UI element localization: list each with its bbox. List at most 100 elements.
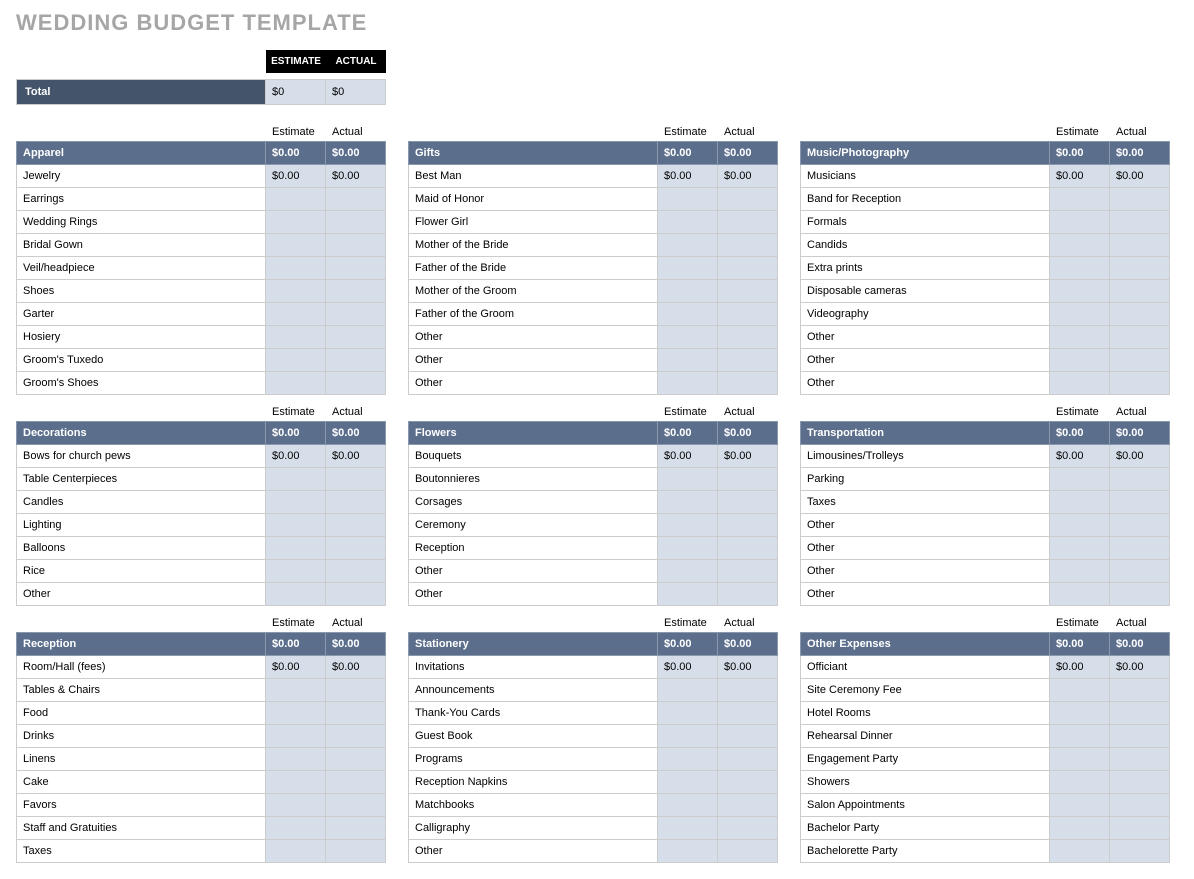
item-actual[interactable] [326,468,386,491]
item-actual[interactable] [718,840,778,863]
item-estimate[interactable] [1050,468,1110,491]
category-actual[interactable]: $0.00 [1110,141,1170,165]
item-estimate[interactable] [1050,234,1110,257]
item-estimate[interactable] [1050,491,1110,514]
item-estimate[interactable] [1050,303,1110,326]
item-estimate[interactable] [658,725,718,748]
item-estimate[interactable] [658,188,718,211]
item-actual[interactable]: $0.00 [718,656,778,679]
item-estimate[interactable] [658,280,718,303]
item-actual[interactable] [326,491,386,514]
item-actual[interactable] [326,537,386,560]
item-actual[interactable] [1110,679,1170,702]
item-actual[interactable] [326,303,386,326]
item-actual[interactable] [718,679,778,702]
item-estimate[interactable] [658,326,718,349]
item-actual[interactable] [718,280,778,303]
item-actual[interactable]: $0.00 [1110,165,1170,188]
item-actual[interactable] [718,702,778,725]
item-actual[interactable] [326,326,386,349]
item-estimate[interactable] [266,280,326,303]
total-estimate[interactable]: $0 [266,79,326,105]
item-estimate[interactable] [266,514,326,537]
category-estimate[interactable]: $0.00 [266,421,326,445]
category-estimate[interactable]: $0.00 [658,141,718,165]
item-actual[interactable] [1110,372,1170,395]
item-estimate[interactable] [1050,725,1110,748]
item-estimate[interactable] [266,211,326,234]
category-actual[interactable]: $0.00 [326,141,386,165]
item-actual[interactable] [1110,514,1170,537]
category-actual[interactable]: $0.00 [1110,421,1170,445]
item-actual[interactable] [1110,280,1170,303]
category-actual[interactable]: $0.00 [718,141,778,165]
item-estimate[interactable]: $0.00 [658,656,718,679]
item-estimate[interactable] [658,537,718,560]
item-estimate[interactable] [1050,372,1110,395]
item-estimate[interactable] [1050,679,1110,702]
item-actual[interactable] [718,372,778,395]
item-estimate[interactable] [658,840,718,863]
item-actual[interactable] [718,817,778,840]
item-actual[interactable] [718,349,778,372]
item-estimate[interactable] [266,817,326,840]
item-actual[interactable] [1110,794,1170,817]
item-actual[interactable] [326,560,386,583]
item-estimate[interactable]: $0.00 [266,656,326,679]
item-estimate[interactable] [658,514,718,537]
item-actual[interactable] [1110,771,1170,794]
total-actual[interactable]: $0 [326,79,386,105]
item-actual[interactable] [718,537,778,560]
item-actual[interactable] [326,771,386,794]
item-estimate[interactable] [658,234,718,257]
item-estimate[interactable] [658,211,718,234]
item-estimate[interactable] [266,372,326,395]
item-actual[interactable] [326,840,386,863]
item-actual[interactable]: $0.00 [718,445,778,468]
item-actual[interactable] [1110,188,1170,211]
item-estimate[interactable] [658,560,718,583]
item-actual[interactable] [718,303,778,326]
item-estimate[interactable] [658,679,718,702]
item-estimate[interactable] [266,468,326,491]
item-estimate[interactable] [266,257,326,280]
item-estimate[interactable] [266,491,326,514]
item-estimate[interactable] [266,560,326,583]
item-actual[interactable] [1110,326,1170,349]
category-actual[interactable]: $0.00 [718,421,778,445]
item-estimate[interactable] [658,372,718,395]
item-actual[interactable] [718,794,778,817]
item-actual[interactable] [718,491,778,514]
item-actual[interactable] [718,771,778,794]
item-estimate[interactable] [1050,257,1110,280]
item-actual[interactable] [718,725,778,748]
item-estimate[interactable] [266,794,326,817]
item-actual[interactable] [1110,702,1170,725]
item-actual[interactable] [326,257,386,280]
item-estimate[interactable] [658,748,718,771]
item-actual[interactable] [326,679,386,702]
item-actual[interactable] [1110,211,1170,234]
item-actual[interactable] [718,583,778,606]
item-actual[interactable]: $0.00 [1110,445,1170,468]
item-actual[interactable] [718,211,778,234]
item-actual[interactable]: $0.00 [326,165,386,188]
item-estimate[interactable] [1050,211,1110,234]
item-estimate[interactable]: $0.00 [266,165,326,188]
item-actual[interactable] [326,794,386,817]
item-estimate[interactable] [658,491,718,514]
item-actual[interactable] [1110,257,1170,280]
item-actual[interactable] [1110,491,1170,514]
item-actual[interactable]: $0.00 [1110,656,1170,679]
item-estimate[interactable] [266,188,326,211]
item-estimate[interactable]: $0.00 [1050,165,1110,188]
item-estimate[interactable] [1050,280,1110,303]
item-estimate[interactable] [266,583,326,606]
item-estimate[interactable] [266,702,326,725]
item-estimate[interactable] [658,349,718,372]
item-estimate[interactable] [1050,583,1110,606]
item-estimate[interactable]: $0.00 [658,445,718,468]
item-actual[interactable] [326,702,386,725]
item-actual[interactable]: $0.00 [326,445,386,468]
item-actual[interactable] [718,748,778,771]
